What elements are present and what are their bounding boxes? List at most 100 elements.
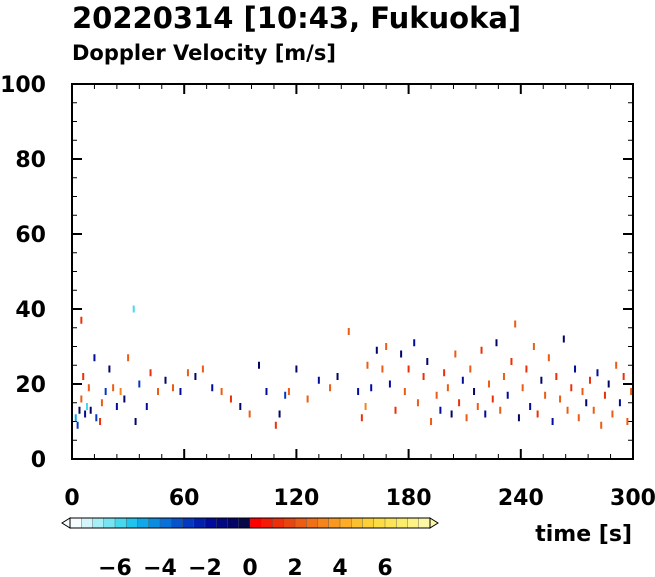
data-point: [502, 373, 505, 380]
data-point: [611, 410, 614, 418]
data-point: [473, 388, 476, 395]
data-point: [364, 403, 367, 410]
data-point: [201, 365, 204, 373]
data-point: [529, 403, 532, 410]
x-tick-label: 120: [273, 486, 319, 511]
data-point: [544, 391, 547, 399]
colorbar-cell: [148, 517, 161, 529]
data-point: [626, 418, 629, 425]
data-point: [179, 388, 182, 395]
data-point: [171, 384, 174, 392]
y-tick-label: 80: [15, 148, 46, 173]
data-point: [347, 328, 350, 335]
colorbar-tick-label: −6: [98, 556, 132, 577]
data-point: [84, 410, 87, 418]
colorbar-cell: [261, 517, 274, 529]
data-point: [258, 361, 260, 369]
colorbar-cell: [182, 517, 195, 529]
data-point: [458, 399, 461, 407]
x-tick-label: 0: [64, 486, 79, 511]
data-point: [385, 343, 388, 350]
colorbar-cell: [103, 517, 116, 529]
x-axis-label: time [s]: [535, 522, 632, 547]
data-point: [123, 395, 126, 403]
colorbar-cell: [238, 517, 251, 529]
colorbar-cell: [126, 517, 139, 529]
data-point: [461, 376, 464, 384]
data-point: [615, 361, 618, 369]
colorbar-cell: [159, 517, 172, 529]
data-point: [618, 399, 621, 407]
data-point: [413, 339, 416, 347]
colorbar-cell: [339, 517, 352, 529]
data-point: [596, 369, 599, 377]
data-point: [295, 365, 298, 373]
colorbar-cell: [418, 517, 431, 529]
data-point: [317, 376, 320, 384]
data-point: [76, 421, 79, 429]
data-point: [239, 403, 242, 410]
data-point: [388, 380, 391, 388]
colorbar-tick-label: 0: [242, 556, 257, 577]
data-points: [74, 305, 633, 429]
data-point: [104, 388, 107, 395]
data-point: [588, 376, 591, 384]
data-point: [220, 388, 223, 395]
data-point: [100, 399, 103, 407]
data-point: [265, 388, 268, 395]
data-point: [562, 335, 565, 343]
y-tick-label: 20: [15, 373, 46, 398]
colorbar-cell: [351, 517, 364, 529]
data-point: [577, 414, 580, 422]
data-point: [488, 380, 491, 388]
data-point: [495, 339, 498, 347]
data-point: [532, 343, 535, 350]
data-point: [603, 391, 606, 399]
colorbar-cell: [137, 517, 150, 529]
data-point: [450, 410, 453, 418]
data-point: [540, 376, 543, 384]
data-point: [132, 305, 135, 313]
data-point: [80, 395, 83, 403]
data-point: [287, 388, 290, 395]
data-point: [592, 406, 595, 414]
data-point: [435, 391, 438, 399]
data-point: [400, 350, 403, 358]
data-point: [600, 421, 603, 429]
data-point: [426, 358, 429, 365]
tick-marks: [71, 83, 634, 460]
data-point: [465, 414, 468, 422]
chart-title: 20220314 [10:43, Fukuoka]: [72, 1, 521, 35]
x-tick-label: 300: [610, 486, 655, 511]
colorbar-cell: [216, 517, 229, 529]
colorbar-tick-label: −2: [188, 556, 222, 577]
colorbar-cell: [407, 517, 420, 529]
y-tick-label: 100: [0, 73, 46, 98]
colorbar-cell: [283, 517, 296, 529]
data-point: [370, 384, 373, 392]
data-point: [119, 388, 122, 395]
colorbar-cell: [81, 517, 94, 529]
data-point: [446, 384, 449, 392]
data-point: [149, 369, 152, 377]
colorbar-right-arrow: [429, 517, 439, 529]
data-point: [278, 410, 281, 418]
data-point: [145, 403, 148, 410]
data-point: [115, 403, 118, 410]
plot-frame: [71, 83, 634, 460]
data-point: [336, 373, 339, 380]
colorbar-cell: [92, 517, 105, 529]
y-tick-labels: 0 20 40 60 80 100: [0, 73, 46, 473]
colorbar-cell: [373, 517, 386, 529]
data-point: [80, 316, 83, 324]
data-point: [112, 384, 115, 392]
data-point: [360, 414, 363, 422]
data-point: [491, 395, 494, 403]
data-point: [157, 388, 160, 395]
colorbar-cell: [328, 517, 341, 529]
colorbar-cell: [204, 517, 217, 529]
data-point: [95, 414, 98, 422]
y-tick-label: 0: [31, 448, 46, 473]
data-point: [559, 395, 562, 403]
colorbar-frame: [69, 517, 431, 529]
